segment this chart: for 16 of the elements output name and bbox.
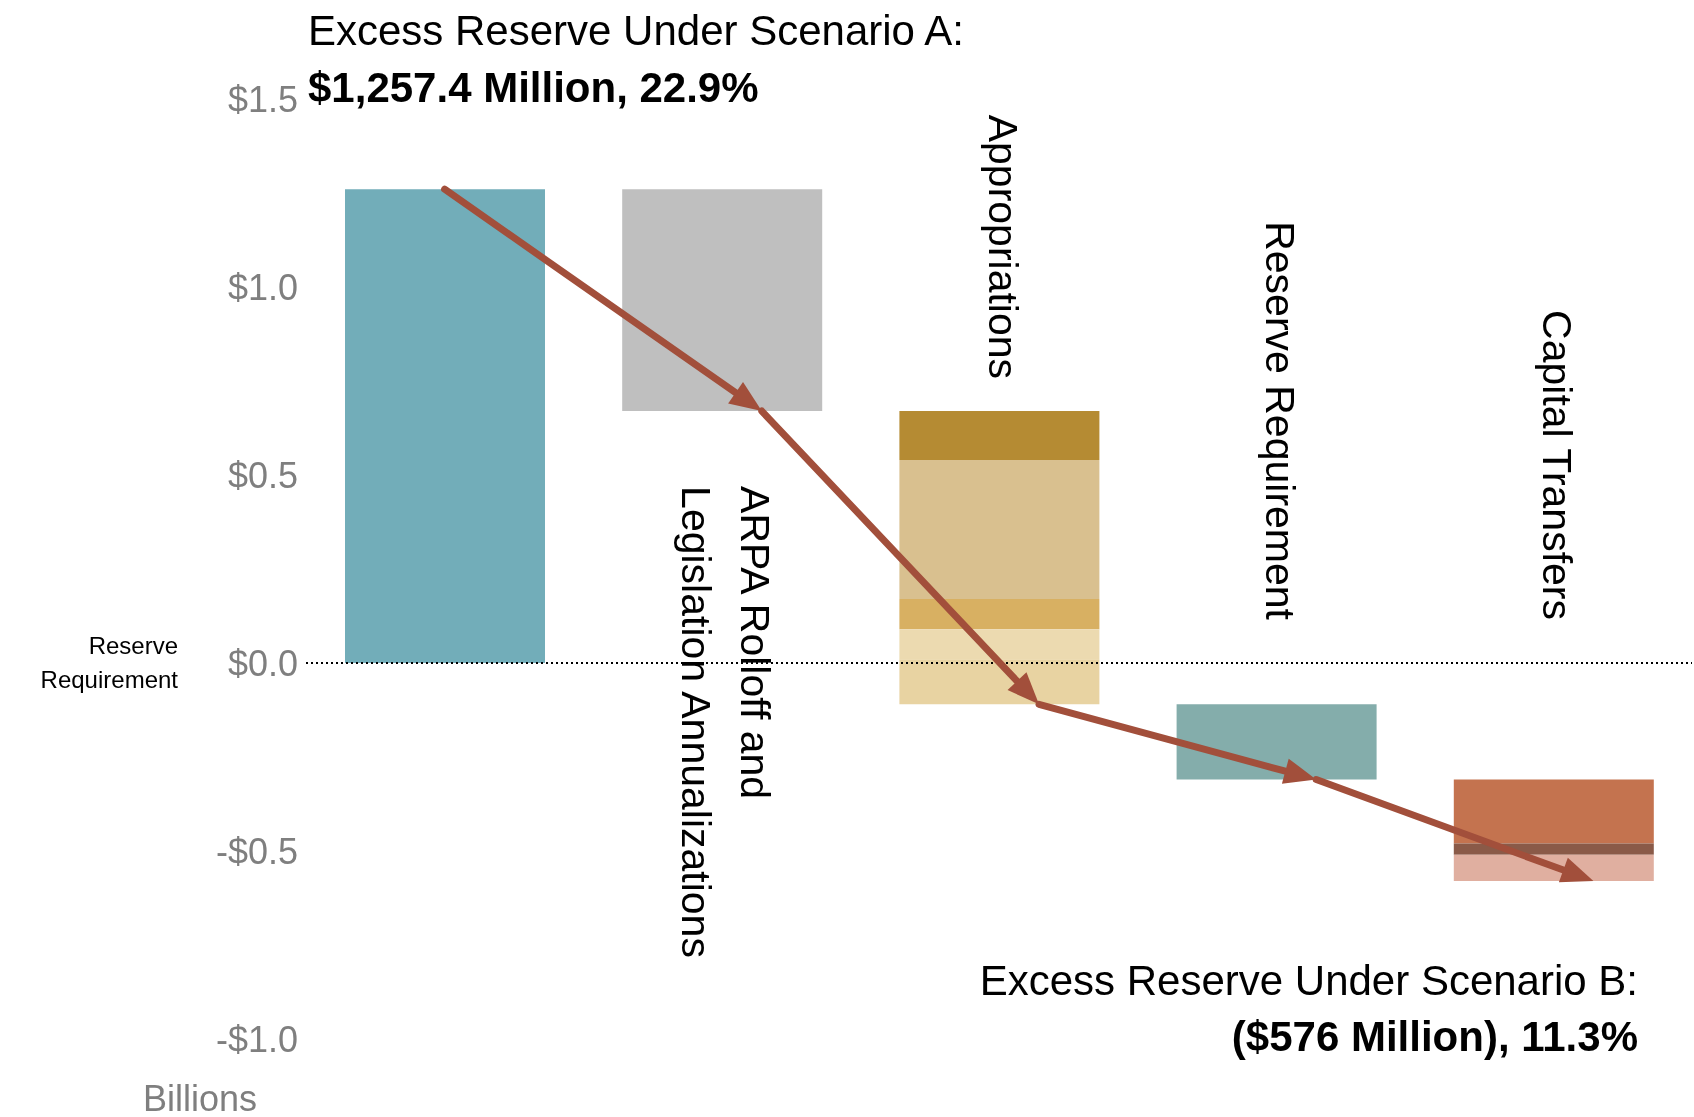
x-tick-label: Appropriations xyxy=(980,114,1026,380)
x-tick-label: ARPA Rolloff and Legislation Annualizations xyxy=(673,486,779,958)
y-tick-label: -$1.0 xyxy=(215,1018,298,1060)
annotation: Excess Reserve Under Scenario B: xyxy=(979,957,1638,1004)
x-tick-label: Reserve Requirement xyxy=(1257,221,1304,621)
x-tick-label: Capital Transfers xyxy=(1534,310,1581,620)
ref-line-label: Reserve Requirement xyxy=(40,632,179,693)
annotation: ($576 Million), 11.3% xyxy=(1231,1013,1638,1060)
annotation: $1,257.4 Million, 22.9% xyxy=(308,64,759,111)
text: Excess Reserve Under Scenario A: xyxy=(308,7,964,54)
y-tick-label: $1.0 xyxy=(227,266,298,308)
y-tick-label: $0.0 xyxy=(227,642,298,684)
y-tick-label: -$0.5 xyxy=(215,830,298,872)
y-tick-label: $1.5 xyxy=(227,78,298,120)
y-tick-label: $0.5 xyxy=(227,454,298,496)
y-axis-title: Billions xyxy=(142,1078,258,1117)
